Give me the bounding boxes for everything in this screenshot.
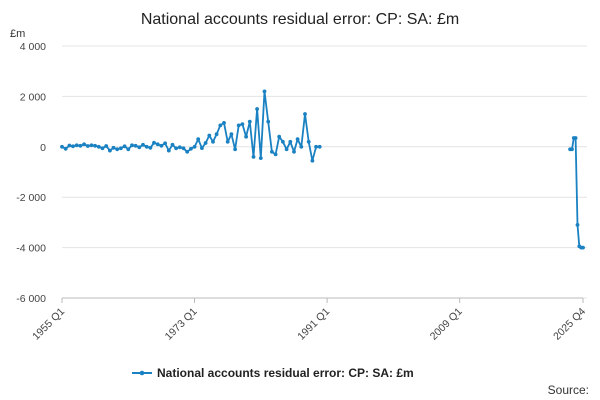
data-point — [141, 142, 145, 147]
data-point — [236, 123, 241, 128]
data-point — [207, 133, 212, 138]
data-point — [233, 147, 238, 152]
data-point — [85, 144, 90, 148]
data-point — [137, 145, 142, 150]
data-point — [211, 139, 215, 144]
data-point — [240, 122, 245, 126]
y-tick-label: 0 — [40, 142, 46, 154]
x-tick-label: 1973 Q1 — [163, 306, 200, 343]
data-point — [185, 149, 190, 154]
y-tick-label: -2 000 — [16, 192, 46, 204]
series-line — [570, 137, 583, 249]
y-tick-label: 2 000 — [20, 91, 46, 103]
data-point — [277, 134, 282, 139]
data-point — [122, 144, 127, 149]
data-point — [100, 146, 105, 151]
data-point — [573, 136, 578, 140]
data-point — [222, 121, 226, 125]
data-point — [71, 144, 75, 149]
data-point — [247, 119, 252, 124]
data-point — [93, 143, 97, 148]
data-point — [67, 143, 72, 148]
data-point — [196, 137, 201, 142]
data-point — [570, 147, 574, 152]
data-point — [119, 146, 123, 151]
data-point — [174, 146, 179, 151]
data-point — [203, 141, 208, 145]
data-point — [262, 89, 267, 94]
data-point — [317, 144, 322, 149]
x-tick-label: 1955 Q1 — [30, 306, 67, 343]
data-point — [189, 146, 193, 151]
data-point — [130, 143, 134, 148]
x-tick-label: 2025 Q4 — [551, 306, 588, 343]
data-point — [111, 145, 116, 150]
data-point — [255, 107, 259, 111]
source-label: Source: — [548, 383, 589, 397]
legend[interactable]: National accounts residual error: CP: SA… — [132, 366, 414, 380]
legend-marker-swatch — [139, 370, 145, 376]
data-point — [108, 148, 112, 153]
data-point — [218, 123, 223, 128]
data-point — [133, 143, 138, 148]
series-group — [60, 89, 585, 250]
data-point — [126, 147, 131, 152]
data-point — [159, 143, 164, 148]
chart-title: National accounts residual error: CP: SA… — [141, 11, 459, 28]
data-point — [74, 143, 79, 148]
data-point — [181, 146, 186, 151]
data-point — [144, 144, 149, 149]
legend-label: National accounts residual error: CP: SA… — [157, 366, 414, 380]
data-point — [192, 144, 197, 149]
data-point — [299, 144, 304, 149]
data-point — [266, 119, 271, 124]
data-point — [148, 145, 153, 150]
data-point — [284, 147, 289, 152]
y-unit-label: £m — [10, 28, 25, 40]
data-point — [575, 223, 580, 227]
y-tick-label: -4 000 — [16, 243, 46, 255]
data-point — [281, 139, 285, 144]
data-point — [581, 245, 585, 250]
x-tick-label: 1991 Q1 — [295, 306, 332, 343]
data-point — [295, 137, 300, 142]
data-point — [89, 143, 94, 148]
data-point — [306, 139, 311, 144]
y-tick-label: 4 000 — [20, 41, 46, 53]
data-point — [292, 149, 296, 154]
data-point — [170, 142, 175, 147]
data-point — [163, 141, 168, 146]
data-point — [251, 155, 256, 159]
data-point — [273, 152, 278, 157]
y-tick-label: -6 000 — [16, 293, 46, 305]
gridlines — [62, 45, 587, 299]
data-point — [244, 134, 249, 139]
data-point — [177, 145, 182, 150]
data-point — [104, 144, 109, 148]
y-axis-ticks: 4 000 2 000 0 -2 000 -4 000 -6 000 — [16, 41, 46, 305]
data-point — [310, 158, 315, 163]
data-point — [303, 112, 307, 116]
data-point — [166, 148, 171, 153]
data-point — [214, 132, 219, 137]
data-point — [229, 132, 234, 137]
data-point — [155, 142, 160, 147]
data-point — [115, 147, 120, 152]
data-point — [82, 142, 86, 147]
x-axis: 1955 Q1 1973 Q1 1991 Q1 2009 Q1 2025 Q4 — [30, 297, 588, 343]
data-point — [78, 143, 83, 148]
data-point — [258, 156, 263, 161]
data-point — [200, 146, 204, 151]
data-point — [270, 149, 274, 154]
data-point — [63, 146, 68, 151]
data-point — [152, 140, 156, 145]
data-point — [225, 139, 230, 144]
data-point — [96, 144, 101, 149]
data-point — [314, 144, 318, 149]
data-point — [60, 144, 64, 149]
x-tick-label: 2009 Q1 — [428, 306, 465, 343]
data-point — [288, 139, 293, 144]
